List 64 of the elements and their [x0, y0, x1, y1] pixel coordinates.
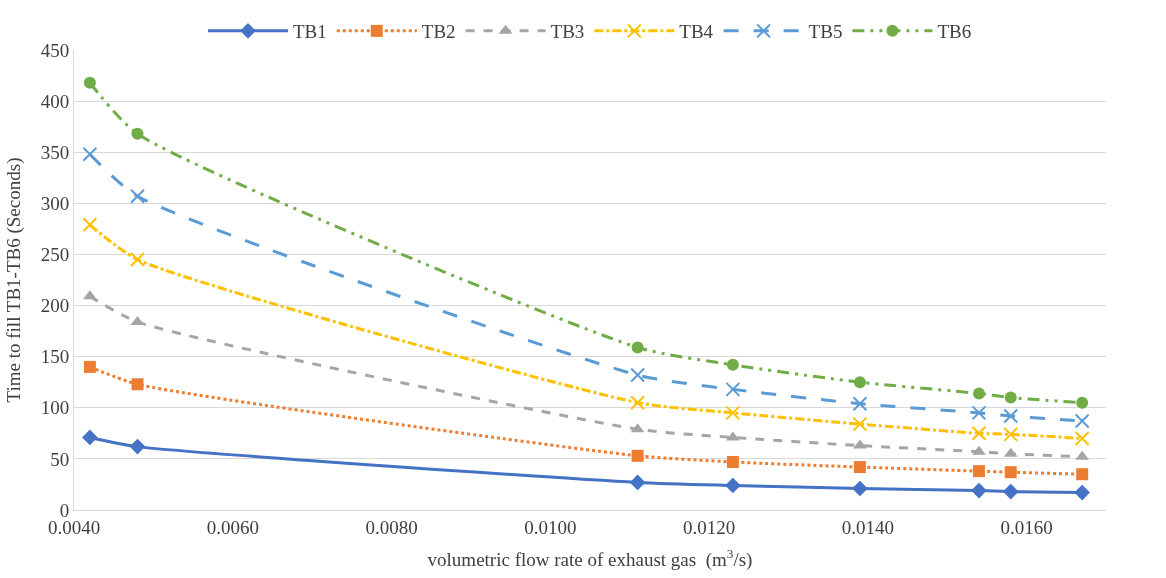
point: [1074, 484, 1090, 501]
point: [726, 455, 739, 468]
y-tick-label: 50: [50, 448, 70, 470]
point: [852, 480, 868, 497]
point: [1004, 391, 1017, 404]
point: [130, 188, 146, 204]
x-tick-label: 0.0160: [1000, 516, 1053, 538]
y-tick-label: 150: [40, 346, 70, 368]
point: [82, 217, 98, 233]
point: [629, 474, 646, 491]
point: [972, 387, 985, 400]
x-tick-label: 0.0140: [841, 516, 894, 538]
point: [630, 395, 646, 411]
point: [1076, 396, 1089, 409]
legend-label: TB6: [937, 21, 972, 43]
point: [83, 360, 96, 373]
point: [725, 381, 741, 397]
point: [853, 376, 866, 389]
y-tick-label: 300: [40, 192, 70, 214]
point: [852, 396, 868, 412]
point: [129, 438, 146, 455]
point: [631, 341, 644, 354]
point: [83, 76, 96, 89]
point: [131, 127, 144, 140]
point: [972, 465, 985, 478]
point: [130, 252, 146, 268]
point: [725, 405, 741, 421]
point: [1004, 466, 1017, 479]
point: [971, 425, 987, 441]
y-tick-label: 450: [40, 39, 70, 61]
point: [630, 367, 646, 383]
point: [1074, 430, 1090, 446]
point: [82, 429, 98, 446]
y-tick-label: 350: [40, 141, 70, 163]
point: [1003, 426, 1019, 442]
x-axis-title: volumetric flow rate of exhaust gas (m$^{3}$/s): [427, 545, 753, 571]
x-tick-label: 0.0080: [365, 516, 418, 538]
point: [82, 146, 98, 162]
point: [1076, 468, 1089, 481]
point: [1003, 408, 1019, 424]
point: [852, 416, 868, 432]
point: [971, 405, 987, 421]
legend-label: TB4: [679, 21, 714, 43]
point: [131, 378, 144, 391]
y-tick-label: 200: [40, 295, 70, 317]
legend-label: TB3: [550, 21, 585, 43]
point: [1074, 413, 1090, 429]
y-axis-title: Time to fill TB1-TB6 (Seconds): [2, 157, 25, 403]
point: [971, 482, 987, 499]
x-tick-label: 0.0120: [682, 516, 736, 538]
x-tick-label: 0.0100: [524, 516, 577, 538]
point: [725, 477, 741, 494]
y-tick-label: 100: [40, 397, 70, 419]
y-tick-label: 400: [40, 90, 70, 112]
legend-label: TB2: [421, 21, 456, 43]
y-tick-label: 250: [40, 244, 70, 266]
point: [631, 449, 644, 462]
x-tick-label: 0.0060: [206, 516, 259, 538]
legend-label: TB1: [293, 21, 327, 43]
point: [972, 445, 986, 455]
point: [726, 358, 739, 371]
point: [1002, 483, 1019, 500]
point: [853, 461, 866, 474]
legend-label: TB5: [808, 21, 843, 43]
